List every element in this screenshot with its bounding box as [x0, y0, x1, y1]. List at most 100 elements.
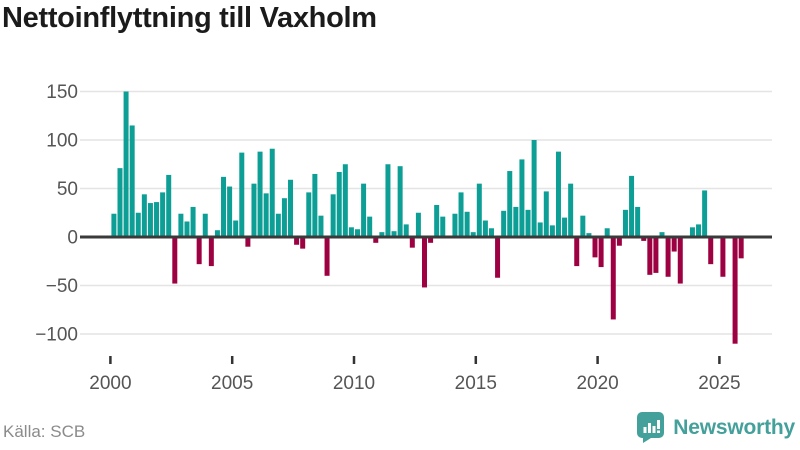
- bar-2003-q1: [184, 221, 190, 237]
- bar-2009-q1: [330, 194, 336, 237]
- y-tick-label-50: 50: [57, 179, 78, 200]
- bar-2020-q3: [610, 237, 616, 320]
- bar-2004-q4: [227, 186, 233, 237]
- bar-2020-q2: [604, 228, 610, 237]
- bar-2002-q2: [166, 174, 172, 237]
- bar-2008-q4: [324, 237, 330, 276]
- bar-2001-q2: [141, 194, 147, 237]
- bar-2013-q2: [434, 204, 440, 237]
- bar-2009-q3: [342, 164, 348, 237]
- bar-2020-q4: [616, 237, 622, 246]
- bar-2008-q3: [318, 215, 324, 237]
- bar-2005-q4: [251, 183, 257, 237]
- bar-2024-q2: [702, 190, 708, 237]
- bar-2010-q3: [367, 216, 373, 237]
- chart-title: Nettoinflyttning till Vaxholm: [2, 2, 377, 34]
- bar-2016-q2: [507, 171, 513, 237]
- bar-2022-q4: [665, 237, 671, 277]
- x-tick-label-2025: 2025: [698, 373, 740, 394]
- bar-2002-q4: [178, 213, 184, 237]
- bar-2025-q3: [732, 237, 738, 344]
- bar-2011-q2: [385, 164, 391, 237]
- bar-2000-q1: [111, 213, 117, 237]
- bar-2003-q3: [196, 237, 202, 265]
- bar-2019-q1: [574, 237, 580, 267]
- bar-2016-q1: [501, 210, 507, 237]
- source-label: Källa: SCB: [3, 422, 86, 441]
- bar-2002-q1: [160, 192, 166, 237]
- bar-2024-q3: [708, 237, 714, 265]
- bar-2015-q3: [488, 228, 494, 237]
- bar-2019-q2: [580, 215, 586, 237]
- y-tick-label--50: −50: [46, 276, 78, 297]
- bar-2013-q3: [440, 216, 446, 237]
- bar-2011-q4: [397, 166, 403, 237]
- bar-2015-q4: [495, 237, 501, 278]
- bar-2014-q1: [452, 213, 458, 237]
- bar-2017-q1: [525, 209, 531, 237]
- bar-2021-q1: [622, 209, 628, 237]
- x-tick-label-2020: 2020: [576, 373, 618, 394]
- bar-2002-q3: [172, 237, 178, 284]
- bar-2020-q1: [598, 237, 604, 268]
- bar-2019-q4: [592, 237, 598, 258]
- bar-2008-q1: [306, 192, 312, 237]
- bar-2006-q3: [269, 148, 275, 237]
- bar-2012-q4: [421, 237, 427, 288]
- bar-2006-q1: [257, 151, 263, 237]
- bar-2023-q4: [689, 227, 695, 237]
- bar-2000-q4: [129, 125, 135, 237]
- bar-2012-q3: [415, 212, 421, 237]
- bar-2012-q1: [403, 224, 409, 237]
- bar-2007-q4: [300, 237, 306, 249]
- bar-2010-q4: [373, 237, 379, 243]
- bar-2018-q3: [562, 217, 568, 237]
- bar-2009-q4: [348, 227, 354, 237]
- x-tick-label-2015: 2015: [455, 373, 497, 394]
- bar-2021-q2: [629, 175, 635, 237]
- bar-2003-q4: [202, 213, 208, 237]
- bar-2015-q2: [482, 220, 488, 237]
- bar-2021-q4: [641, 237, 647, 241]
- bar-2006-q4: [275, 213, 281, 237]
- bar-2001-q3: [147, 203, 153, 237]
- bar-2013-q1: [428, 237, 434, 243]
- newsworthy-logo: Newsworthy: [637, 412, 795, 443]
- newsworthy-wordmark: Newsworthy: [673, 415, 795, 439]
- bar-2001-q1: [135, 212, 141, 237]
- y-tick-label-150: 150: [46, 82, 78, 103]
- x-tick-label-2000: 2000: [89, 373, 131, 394]
- bar-2010-q2: [361, 183, 367, 237]
- bar-2016-q3: [513, 206, 519, 237]
- bar-2005-q2: [239, 152, 245, 237]
- bar-2021-q3: [635, 206, 641, 237]
- bar-2017-q3: [537, 222, 543, 237]
- bar-2012-q2: [409, 237, 415, 248]
- bar-2004-q3: [221, 176, 227, 237]
- bar-2005-q1: [233, 220, 239, 237]
- bar-2014-q2: [458, 192, 464, 237]
- bar-2009-q2: [336, 172, 342, 237]
- bar-2023-q1: [671, 237, 677, 252]
- bar-2022-q3: [659, 232, 665, 237]
- bar-2025-q1: [720, 237, 726, 277]
- bar-2004-q2: [214, 230, 220, 237]
- bar-2016-q4: [519, 159, 525, 237]
- bar-2014-q3: [464, 211, 470, 237]
- bar-2001-q4: [154, 202, 160, 237]
- y-tick-label--100: −100: [35, 325, 78, 346]
- bar-2017-q4: [543, 191, 549, 237]
- bar-2011-q1: [379, 232, 385, 237]
- bar-2025-q4: [738, 237, 744, 259]
- y-tick-label-0: 0: [67, 228, 78, 249]
- bar-2000-q2: [117, 168, 123, 237]
- bar-2007-q1: [281, 198, 287, 237]
- bar-2003-q2: [190, 206, 196, 237]
- bar-2010-q1: [355, 229, 360, 237]
- bar-2006-q2: [263, 193, 269, 237]
- bar-2018-q4: [568, 183, 574, 237]
- bar-2017-q2: [531, 140, 537, 237]
- x-tick-label-2010: 2010: [333, 373, 375, 394]
- bar-2023-q2: [677, 237, 683, 284]
